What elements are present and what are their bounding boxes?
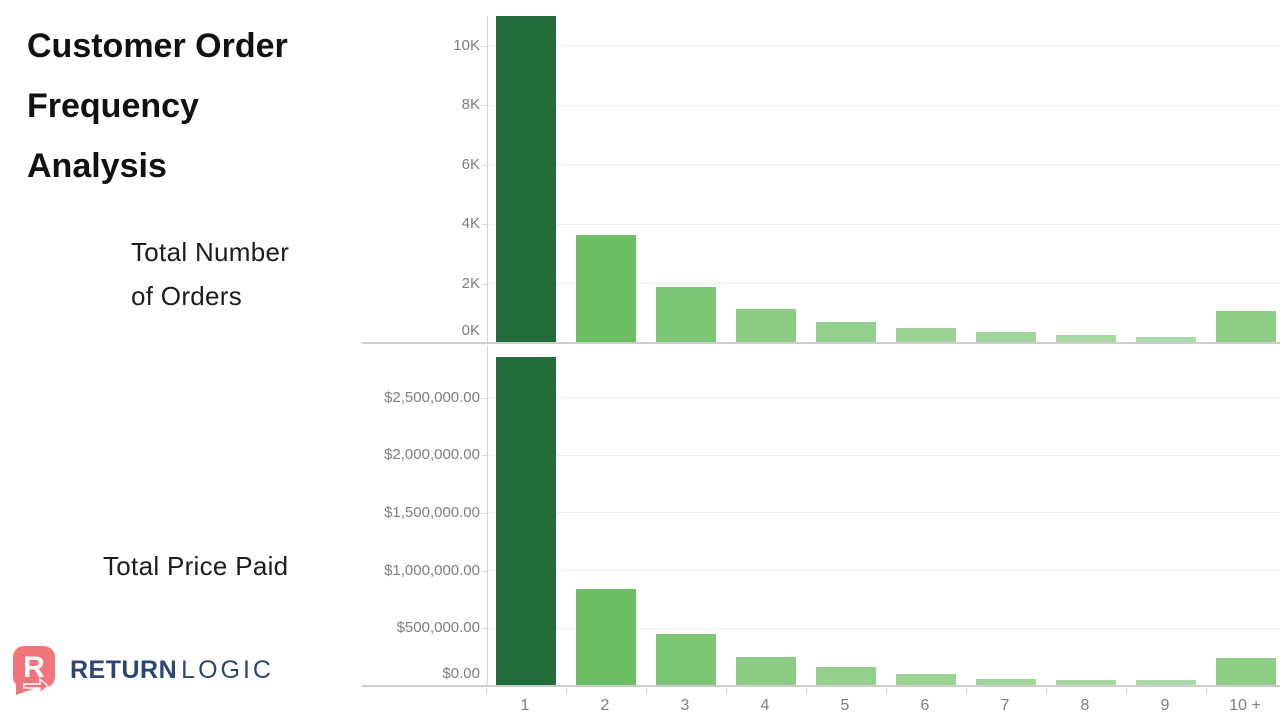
y-axis-label: $500,000.00 xyxy=(396,619,480,637)
y-axis-tick xyxy=(482,224,488,226)
bar-10+[interactable] xyxy=(1216,310,1276,343)
bar-8[interactable] xyxy=(1056,680,1116,686)
y-gridline xyxy=(489,283,1280,285)
y-axis-label: $2,000,000.00 xyxy=(384,446,480,464)
bar-1[interactable] xyxy=(496,357,556,686)
bar-6[interactable] xyxy=(896,328,956,343)
page-title-line-3: Analysis xyxy=(27,147,167,185)
x-axis-label-2: 2 xyxy=(600,697,610,714)
y-axis-label: 0K xyxy=(461,322,480,339)
x-axis-tick xyxy=(1046,688,1047,695)
x-axis-label-8: 8 xyxy=(1080,697,1090,714)
bar-9[interactable] xyxy=(1136,337,1196,343)
y-gridline xyxy=(489,454,1280,456)
x-axis-label-5: 5 xyxy=(840,697,850,714)
bar-7[interactable] xyxy=(976,678,1036,686)
x-axis-tick xyxy=(486,688,487,695)
y-axis-tick xyxy=(482,283,488,285)
y-gridline xyxy=(489,397,1280,398)
row-label-total-number-of-orders: Total Number of Orders xyxy=(131,230,289,318)
y-axis-tick xyxy=(482,45,488,47)
y-axis-label: $0.00 xyxy=(442,665,480,682)
page-title-line-1: Customer Order xyxy=(27,27,288,65)
x-axis-tick xyxy=(806,688,807,695)
returnlogic-r-arrow-icon: R xyxy=(13,646,55,695)
bar-5[interactable] xyxy=(816,666,876,686)
x-axis-tick xyxy=(566,688,567,695)
bar-4[interactable] xyxy=(736,309,796,343)
orders-label-line-2: of Orders xyxy=(131,281,243,311)
y-axis-label: $1,500,000.00 xyxy=(384,503,480,521)
bar-5[interactable] xyxy=(816,321,876,343)
bar-7[interactable] xyxy=(976,332,1036,343)
pane-divider-line xyxy=(362,342,1280,344)
bar-4[interactable] xyxy=(736,657,796,686)
y-gridline xyxy=(489,45,1280,47)
orders-label-line-1: Total Number xyxy=(131,237,290,267)
x-axis-tick xyxy=(1206,688,1207,695)
logo-text-logic: LOGIC xyxy=(181,655,274,684)
bar-3[interactable] xyxy=(656,634,716,686)
bar-3[interactable] xyxy=(656,286,716,343)
bar-2[interactable] xyxy=(576,234,636,343)
y-axis-tick xyxy=(482,397,488,399)
y-axis-tick xyxy=(482,570,488,572)
returnlogic-logo: R RETURN LOGIC xyxy=(10,644,274,696)
y-gridline xyxy=(489,223,1280,225)
y-axis-tick xyxy=(482,512,488,514)
y-gridline xyxy=(489,627,1280,629)
y-axis-label: 2K xyxy=(461,274,480,292)
y-gridline xyxy=(489,104,1280,106)
y-axis-label: 10K xyxy=(453,36,480,54)
y-axis-tick xyxy=(482,628,488,630)
bar-6[interactable] xyxy=(896,674,956,686)
x-axis-label-10+: 10 + xyxy=(1229,697,1261,714)
x-axis-tick xyxy=(726,688,727,695)
y-axis-label: 6K xyxy=(461,155,480,173)
x-axis-tick xyxy=(646,688,647,695)
y-axis-tick xyxy=(482,164,488,166)
orders-bar-chart: 0K 2K 4K 6K 8K 10K xyxy=(453,16,1280,343)
logo-text-return: RETURN xyxy=(70,655,178,684)
x-axis-label-7: 7 xyxy=(1000,697,1010,714)
page-title: Customer Order Frequency Analysis xyxy=(27,16,288,196)
price-bar-chart: $0.00 $500,000.00 $1,000,000.00 $1,500,000.… xyxy=(384,345,1280,714)
logo-wordmark: RETURN LOGIC xyxy=(70,656,274,685)
y-axis-label: 4K xyxy=(461,215,480,233)
row-label-total-price-paid: Total Price Paid xyxy=(103,551,289,581)
x-axis-label-1: 1 xyxy=(520,697,530,714)
y-gridline xyxy=(489,164,1280,166)
x-axis-label-9: 9 xyxy=(1160,697,1170,714)
x-axis-tick xyxy=(1126,688,1127,695)
x-axis-label-6: 6 xyxy=(920,697,930,714)
svg-text:R: R xyxy=(23,651,45,684)
y-gridline xyxy=(489,512,1280,514)
y-axis-label: $2,500,000.00 xyxy=(384,388,480,406)
y-gridline xyxy=(489,570,1280,572)
y-axis-label: $1,000,000.00 xyxy=(384,561,480,579)
x-axis-label-3: 3 xyxy=(680,697,690,714)
x-axis-tick xyxy=(966,688,967,695)
bar-9[interactable] xyxy=(1136,680,1196,686)
bar-1[interactable] xyxy=(496,16,556,343)
y-axis-tick xyxy=(482,455,488,457)
x-axis-line xyxy=(362,685,1280,687)
bar-2[interactable] xyxy=(576,589,636,686)
bar-8[interactable] xyxy=(1056,334,1116,343)
x-axis-label-4: 4 xyxy=(760,697,770,714)
y-axis-tick xyxy=(482,105,488,107)
bar-10+[interactable] xyxy=(1216,658,1276,686)
y-axis-label: 8K xyxy=(461,96,480,114)
page-title-line-2: Frequency xyxy=(27,87,199,125)
x-axis-tick xyxy=(886,688,887,695)
